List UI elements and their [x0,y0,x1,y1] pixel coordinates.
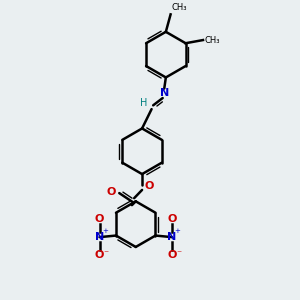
Text: ⁻: ⁻ [103,250,109,260]
Text: ⁻: ⁻ [176,250,181,260]
Text: +: + [175,228,180,234]
Text: CH₃: CH₃ [172,3,187,12]
Text: O: O [145,181,154,191]
Text: H: H [140,98,147,108]
Text: O: O [107,187,116,196]
Text: +: + [102,228,108,234]
Text: O: O [95,250,104,260]
Text: O: O [167,250,177,260]
Text: N: N [160,88,169,98]
Text: CH₃: CH₃ [205,36,220,45]
Text: N: N [167,232,177,242]
Text: N: N [95,232,104,242]
Text: O: O [167,214,177,224]
Text: O: O [95,214,104,224]
